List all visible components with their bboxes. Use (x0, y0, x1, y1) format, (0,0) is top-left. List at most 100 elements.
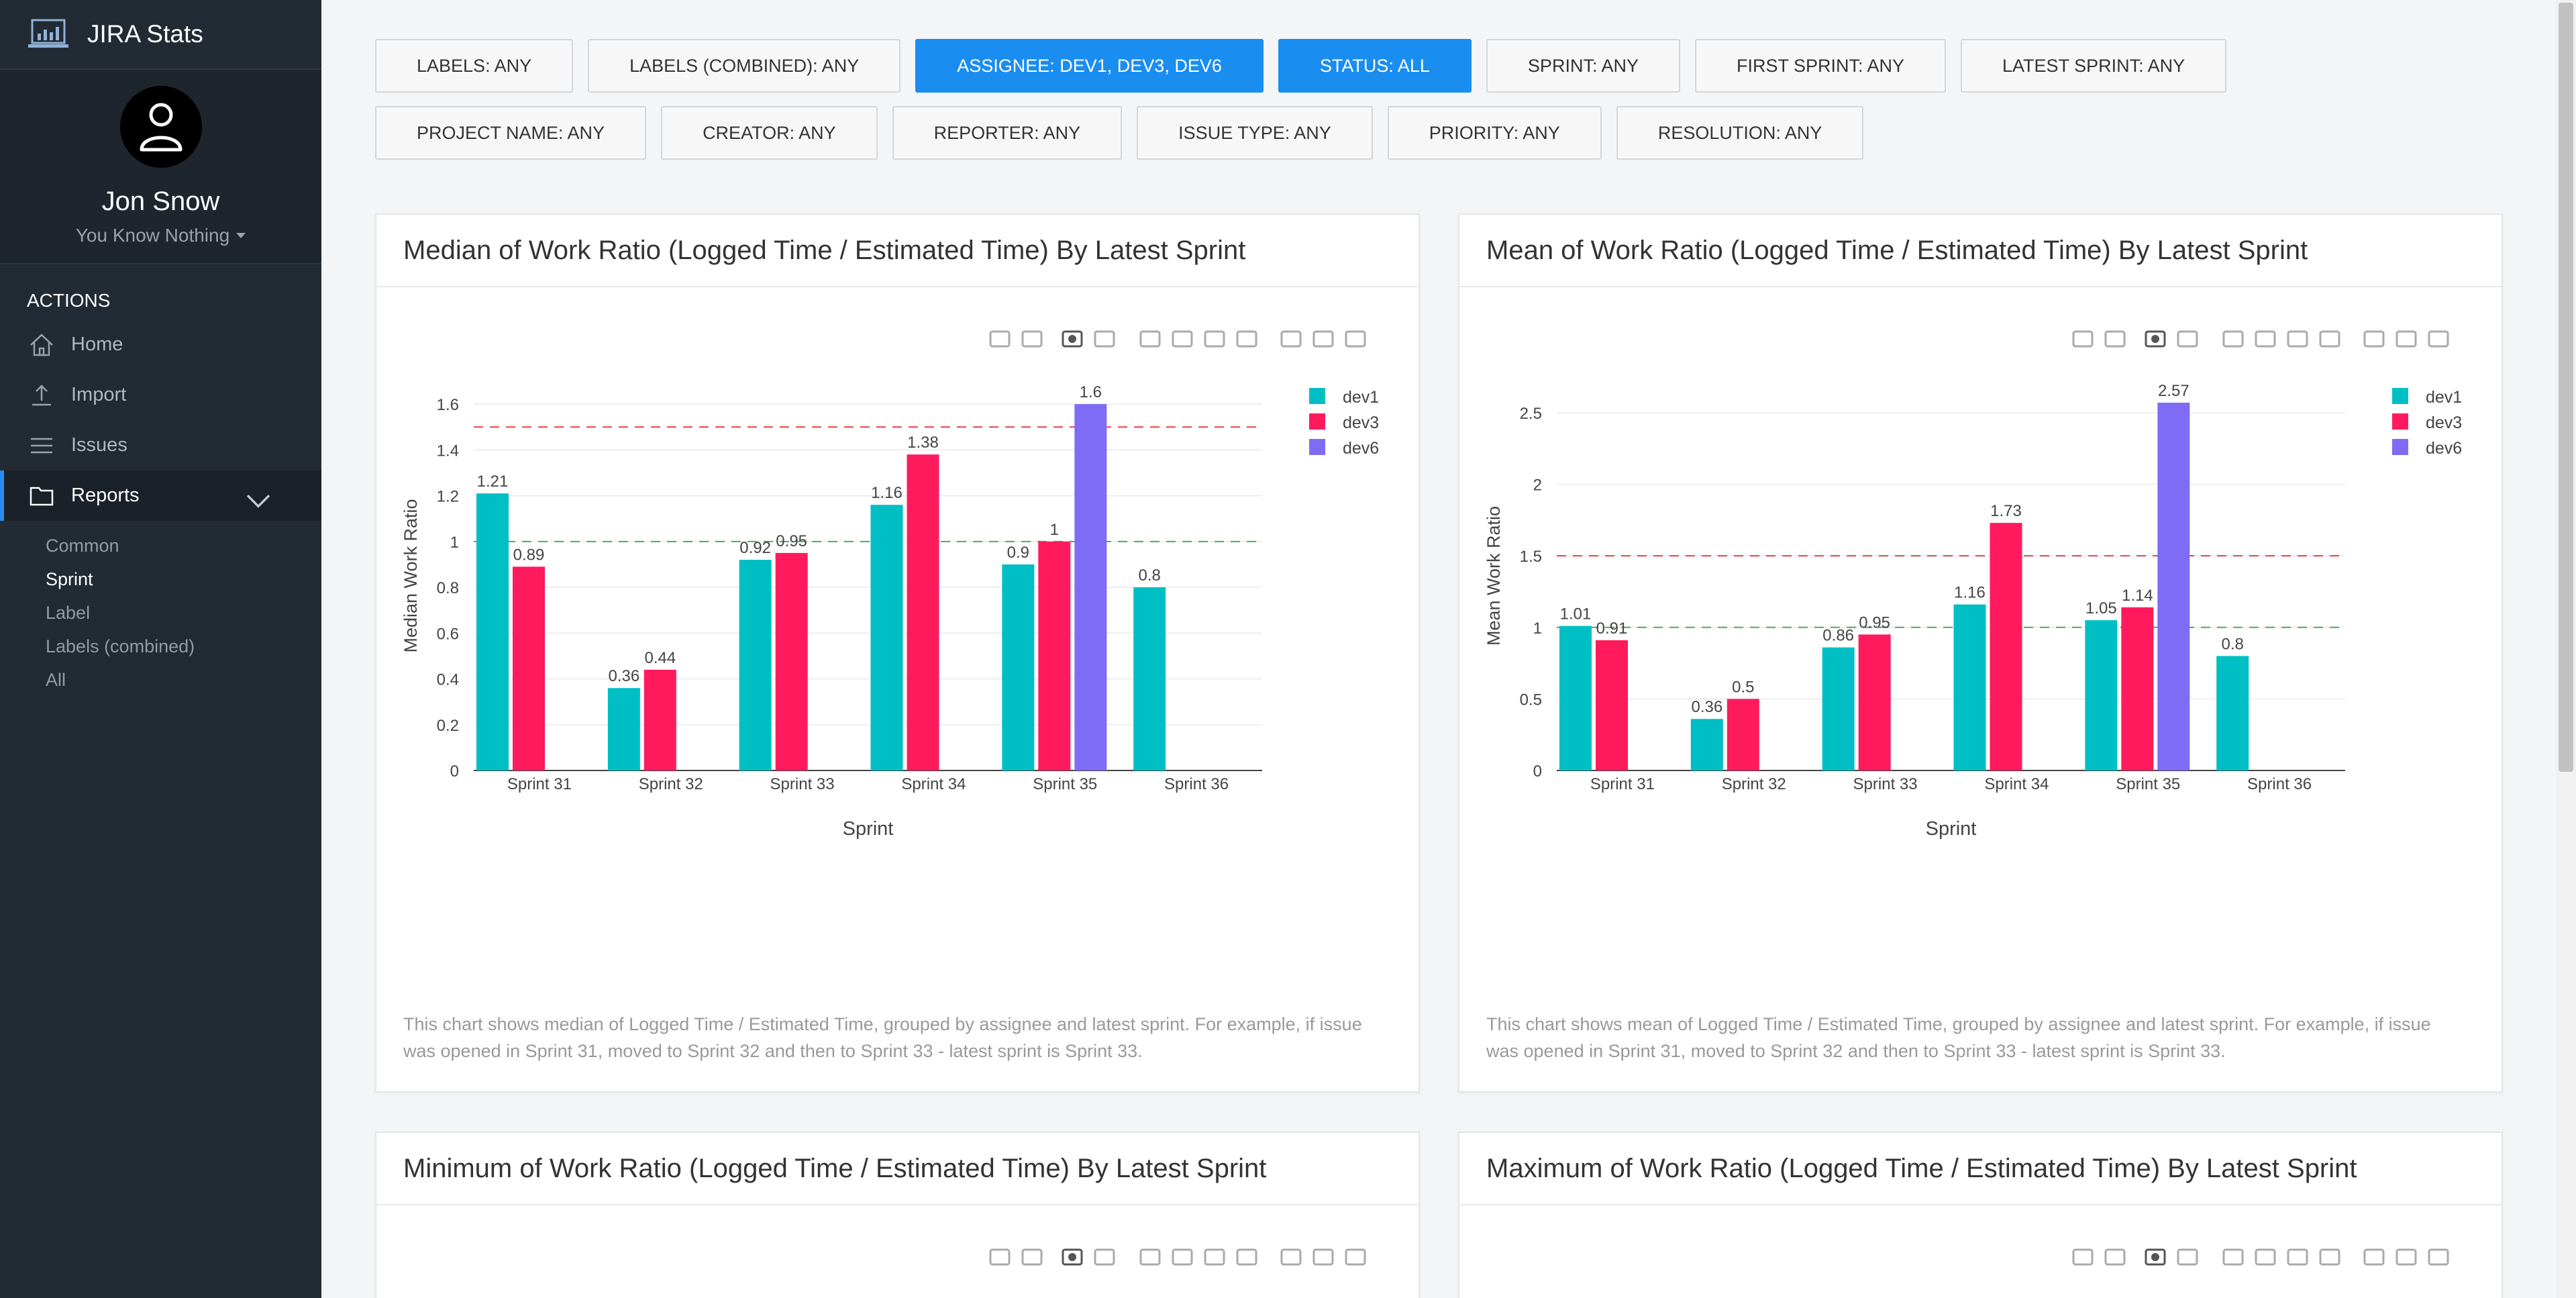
save-icon[interactable] (2104, 330, 2126, 348)
zoom-icon[interactable] (1062, 1248, 1083, 1266)
bar-value-label: 0.95 (776, 532, 807, 550)
filter-status[interactable]: STATUS: ALL (1278, 39, 1472, 93)
x-tick-label: Sprint 33 (1853, 775, 1918, 793)
spike-lines-icon-shape (1280, 330, 1302, 348)
zoom-in-icon[interactable] (2222, 1248, 2244, 1266)
sidebar-item-reports[interactable]: Reports (0, 470, 321, 521)
sidebar-subitem-labels-combined[interactable]: Labels (combined) (46, 636, 195, 656)
hover-compare-icon[interactable] (1345, 1248, 1366, 1266)
avatar[interactable] (119, 86, 202, 168)
spike-lines-icon[interactable] (2363, 1248, 2385, 1266)
reset-axes-icon[interactable] (1236, 330, 1257, 348)
filter-issue-type[interactable]: ISSUE TYPE: ANY (1137, 106, 1373, 160)
filter-reporter[interactable]: REPORTER: ANY (892, 106, 1123, 160)
zoom-icon[interactable] (1062, 330, 1083, 348)
legend-swatch (1309, 413, 1325, 430)
pan-icon[interactable] (2177, 1248, 2198, 1266)
filter-assignee[interactable]: ASSIGNEE: DEV1, DEV3, DEV6 (915, 39, 1264, 93)
hover-closest-icon-shape (2395, 1248, 2417, 1266)
brand[interactable]: JIRA Stats (0, 0, 321, 70)
autoscale-icon[interactable] (2287, 330, 2308, 348)
bar-dev1 (607, 688, 640, 770)
sidebar-item-home[interactable]: Home (0, 319, 321, 370)
bar-value-label: 1.16 (1954, 584, 1986, 602)
hover-compare-icon[interactable] (1345, 330, 1366, 348)
reset-axes-icon[interactable] (2319, 330, 2340, 348)
bar-value-label: 1.05 (2085, 599, 2117, 617)
filter-resolution[interactable]: RESOLUTION: ANY (1616, 106, 1864, 160)
filter-sprint[interactable]: SPRINT: ANY (1486, 39, 1680, 93)
x-tick-label: Sprint 31 (507, 775, 572, 793)
sidebar-subitem-all[interactable]: All (46, 669, 66, 690)
filter-priority[interactable]: PRIORITY: ANY (1387, 106, 1602, 160)
sidebar-subitem-label[interactable]: Label (46, 602, 91, 623)
hover-closest-icon[interactable] (2395, 1248, 2417, 1266)
zoom-out-icon[interactable] (2255, 330, 2276, 348)
toolbar-icons (2072, 1248, 2449, 1266)
save-icon[interactable] (2104, 1248, 2126, 1266)
camera-icon[interactable] (989, 1248, 1011, 1266)
page-scrollbar[interactable] (2556, 0, 2576, 1298)
camera-icon[interactable] (989, 330, 1011, 348)
pan-icon[interactable] (1094, 1248, 1115, 1266)
user-name: Jon Snow (101, 187, 220, 216)
zoom-icon[interactable] (2145, 1248, 2166, 1266)
filter-labels-combined[interactable]: LABELS (COMBINED): ANY (588, 39, 901, 93)
panel-description: This chart shows mean of Logged Time / E… (1486, 1014, 2431, 1061)
sidebar-item-import[interactable]: Import (0, 370, 321, 420)
sidebar-item-issues[interactable]: Issues (0, 420, 321, 470)
y-axis-title: Median Work Ratio (401, 499, 421, 652)
bar-dev6 (1074, 404, 1107, 770)
x-axis-title: Sprint (843, 818, 894, 840)
zoom-out-icon[interactable] (1172, 1248, 1193, 1266)
hover-closest-icon[interactable] (1312, 1248, 1334, 1266)
hover-compare-icon[interactable] (2428, 330, 2449, 348)
autoscale-icon[interactable] (2287, 1248, 2308, 1266)
spike-lines-icon[interactable] (1280, 1248, 1302, 1266)
filter-creator[interactable]: CREATOR: ANY (661, 106, 878, 160)
filter-project-name[interactable]: PROJECT NAME: ANY (375, 106, 647, 160)
bar-dev6 (2157, 402, 2190, 770)
hover-closest-icon[interactable] (1312, 330, 1334, 348)
user-menu-toggle[interactable]: You Know Nothing (76, 225, 246, 246)
mean-chart-panel: Mean of Work Ratio (Logged Time / Estima… (1458, 213, 2503, 1093)
pan-icon-shape (2177, 1248, 2198, 1266)
autoscale-icon[interactable] (1204, 1248, 1225, 1266)
zoom-out-icon[interactable] (1172, 330, 1193, 348)
save-icon[interactable] (1021, 330, 1043, 348)
hover-compare-icon-shape (1345, 1248, 1366, 1266)
reset-axes-icon[interactable] (2319, 1248, 2340, 1266)
pan-icon[interactable] (1094, 330, 1115, 348)
sidebar-subitem-common[interactable]: Common (46, 535, 119, 556)
spike-lines-icon[interactable] (2363, 330, 2385, 348)
zoom-out-icon[interactable] (2255, 1248, 2276, 1266)
bar-dev1 (1822, 647, 1855, 770)
autoscale-icon[interactable] (1204, 330, 1225, 348)
zoom-in-icon[interactable] (1139, 330, 1161, 348)
filter-first-sprint[interactable]: FIRST SPRINT: ANY (1694, 39, 1947, 93)
zoom-out-icon-shape (2255, 330, 2276, 348)
sidebar-subitem-sprint[interactable]: Sprint (46, 568, 93, 589)
x-tick-label: Sprint 35 (2116, 775, 2180, 793)
hover-compare-icon[interactable] (2428, 1248, 2449, 1266)
bar-dev3 (907, 454, 939, 770)
y-tick-label: 1.2 (437, 488, 459, 506)
reset-axes-icon-shape (1236, 1248, 1257, 1266)
zoom-icon[interactable] (2145, 330, 2166, 348)
filter-latest-sprint[interactable]: LATEST SPRINT: ANY (1961, 39, 2227, 93)
zoom-in-icon[interactable] (2222, 330, 2244, 348)
reset-axes-icon-shape (2319, 330, 2340, 348)
zoom-out-icon-shape (1172, 1248, 1193, 1266)
save-icon[interactable] (1021, 1248, 1043, 1266)
filter-labels[interactable]: LABELS: ANY (375, 39, 574, 93)
camera-icon[interactable] (2072, 1248, 2094, 1266)
reset-axes-icon[interactable] (1236, 1248, 1257, 1266)
camera-icon[interactable] (2072, 330, 2094, 348)
zoom-in-icon-shape (2222, 330, 2244, 348)
spike-lines-icon[interactable] (1280, 330, 1302, 348)
hover-closest-icon[interactable] (2395, 330, 2417, 348)
pan-icon[interactable] (2177, 330, 2198, 348)
zoom-in-icon[interactable] (1139, 1248, 1161, 1266)
scrollbar-thumb[interactable] (2559, 3, 2573, 772)
x-tick-label: Sprint 34 (1984, 775, 2049, 793)
